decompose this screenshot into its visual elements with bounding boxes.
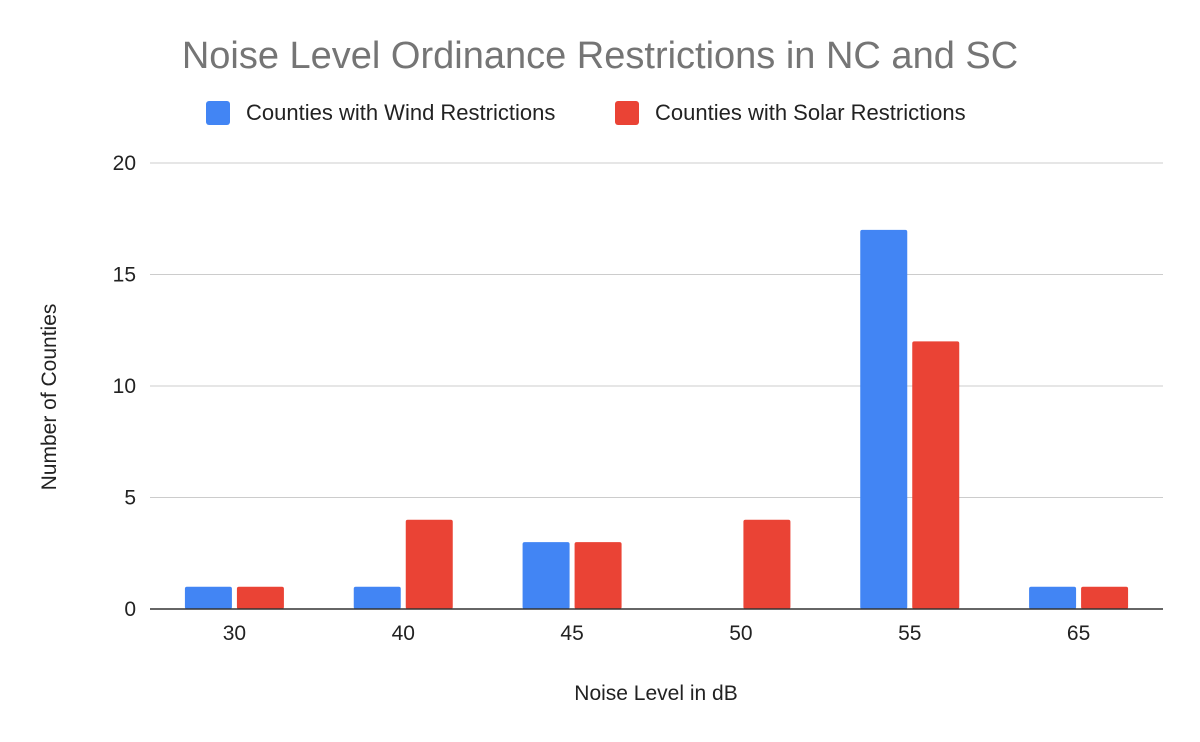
bar-solar-45	[574, 542, 622, 609]
bar-wind-45	[522, 542, 570, 609]
legend-swatch-wind	[206, 101, 230, 125]
y-tick-label: 15	[113, 264, 136, 287]
bar-solar-65	[1081, 586, 1129, 609]
y-tick-label: 10	[113, 375, 136, 398]
bars	[184, 229, 1129, 609]
y-tick-label: 5	[124, 487, 136, 510]
bar-wind-55	[860, 229, 908, 609]
gridlines	[150, 162, 1163, 498]
bar-solar-50	[743, 519, 791, 609]
y-tick-label: 20	[113, 152, 136, 175]
bar-solar-40	[405, 519, 453, 609]
y-axis-ticks: 0 5 10 15 20	[113, 152, 136, 621]
x-tick-label: 45	[560, 622, 583, 645]
bar-solar-30	[236, 586, 284, 609]
x-axis-title: Noise Level in dB	[574, 682, 737, 705]
bar-wind-30	[184, 586, 232, 609]
x-tick-label: 30	[223, 622, 246, 645]
x-tick-label: 65	[1067, 622, 1090, 645]
x-tick-label: 50	[729, 622, 752, 645]
bar-solar-55	[912, 341, 960, 609]
chart-title: Noise Level Ordinance Restrictions in NC…	[182, 35, 1018, 77]
y-axis-title: Number of Counties	[38, 304, 61, 491]
x-tick-label: 40	[392, 622, 415, 645]
legend: Counties with Wind Restrictions Counties…	[206, 100, 966, 125]
bar-wind-40	[353, 586, 401, 609]
x-axis-ticks: 30 40 45 50 55 65	[223, 622, 1091, 645]
bar-wind-65	[1029, 586, 1077, 609]
legend-swatch-solar	[615, 101, 639, 125]
legend-label-solar: Counties with Solar Restrictions	[655, 100, 966, 125]
y-tick-label: 0	[124, 598, 136, 621]
legend-label-wind: Counties with Wind Restrictions	[246, 100, 555, 125]
x-tick-label: 55	[898, 622, 921, 645]
